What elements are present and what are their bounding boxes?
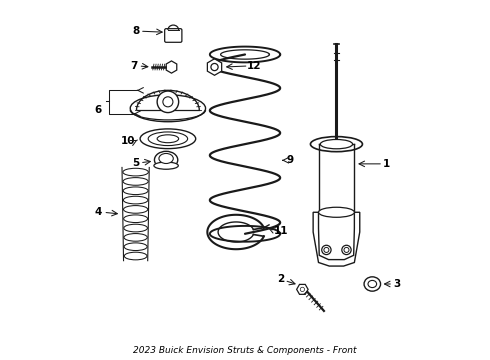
Circle shape bbox=[163, 97, 173, 107]
Ellipse shape bbox=[123, 177, 148, 185]
Text: 9: 9 bbox=[286, 155, 294, 165]
Ellipse shape bbox=[364, 277, 381, 291]
Ellipse shape bbox=[320, 139, 353, 149]
Ellipse shape bbox=[140, 129, 196, 149]
Ellipse shape bbox=[123, 168, 148, 176]
Ellipse shape bbox=[154, 151, 178, 168]
Ellipse shape bbox=[159, 153, 173, 163]
Ellipse shape bbox=[157, 135, 179, 143]
Polygon shape bbox=[313, 212, 360, 266]
Ellipse shape bbox=[124, 224, 147, 232]
Text: 6: 6 bbox=[95, 105, 101, 115]
Ellipse shape bbox=[124, 243, 147, 251]
Ellipse shape bbox=[318, 207, 354, 217]
Polygon shape bbox=[207, 59, 221, 75]
Text: 8: 8 bbox=[132, 26, 139, 36]
Text: 2023 Buick Envision Struts & Components - Front: 2023 Buick Envision Struts & Components … bbox=[133, 346, 357, 355]
Circle shape bbox=[344, 247, 349, 252]
Ellipse shape bbox=[124, 252, 147, 260]
Text: 1: 1 bbox=[383, 159, 390, 169]
Ellipse shape bbox=[124, 234, 147, 241]
FancyBboxPatch shape bbox=[165, 29, 182, 42]
Text: 10: 10 bbox=[121, 136, 136, 146]
Text: 4: 4 bbox=[94, 207, 101, 217]
Circle shape bbox=[157, 91, 179, 113]
Circle shape bbox=[300, 287, 304, 292]
Ellipse shape bbox=[123, 206, 148, 213]
Ellipse shape bbox=[130, 95, 205, 122]
Ellipse shape bbox=[123, 196, 148, 204]
Ellipse shape bbox=[154, 162, 178, 169]
Text: 12: 12 bbox=[247, 61, 261, 71]
Circle shape bbox=[324, 247, 329, 252]
Circle shape bbox=[322, 245, 331, 255]
Text: 7: 7 bbox=[130, 61, 138, 71]
Text: 2: 2 bbox=[277, 274, 285, 284]
Text: 11: 11 bbox=[273, 226, 288, 236]
Text: 5: 5 bbox=[132, 158, 139, 168]
Ellipse shape bbox=[123, 187, 148, 195]
Polygon shape bbox=[296, 284, 308, 294]
Circle shape bbox=[211, 63, 218, 71]
Text: 3: 3 bbox=[394, 279, 401, 289]
Ellipse shape bbox=[311, 136, 363, 152]
Circle shape bbox=[342, 245, 351, 255]
Ellipse shape bbox=[123, 215, 147, 222]
Polygon shape bbox=[166, 61, 177, 73]
Ellipse shape bbox=[148, 132, 188, 145]
Ellipse shape bbox=[368, 280, 377, 288]
